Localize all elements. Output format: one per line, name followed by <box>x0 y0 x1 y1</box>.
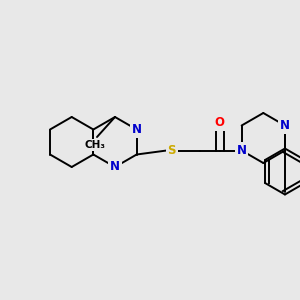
Text: N: N <box>237 144 247 157</box>
Text: N: N <box>132 123 142 136</box>
Text: N: N <box>110 160 120 173</box>
Text: O: O <box>215 116 225 129</box>
Text: S: S <box>167 144 176 157</box>
Text: N: N <box>237 144 247 157</box>
Text: CH₃: CH₃ <box>85 140 106 150</box>
Text: N: N <box>280 119 290 132</box>
